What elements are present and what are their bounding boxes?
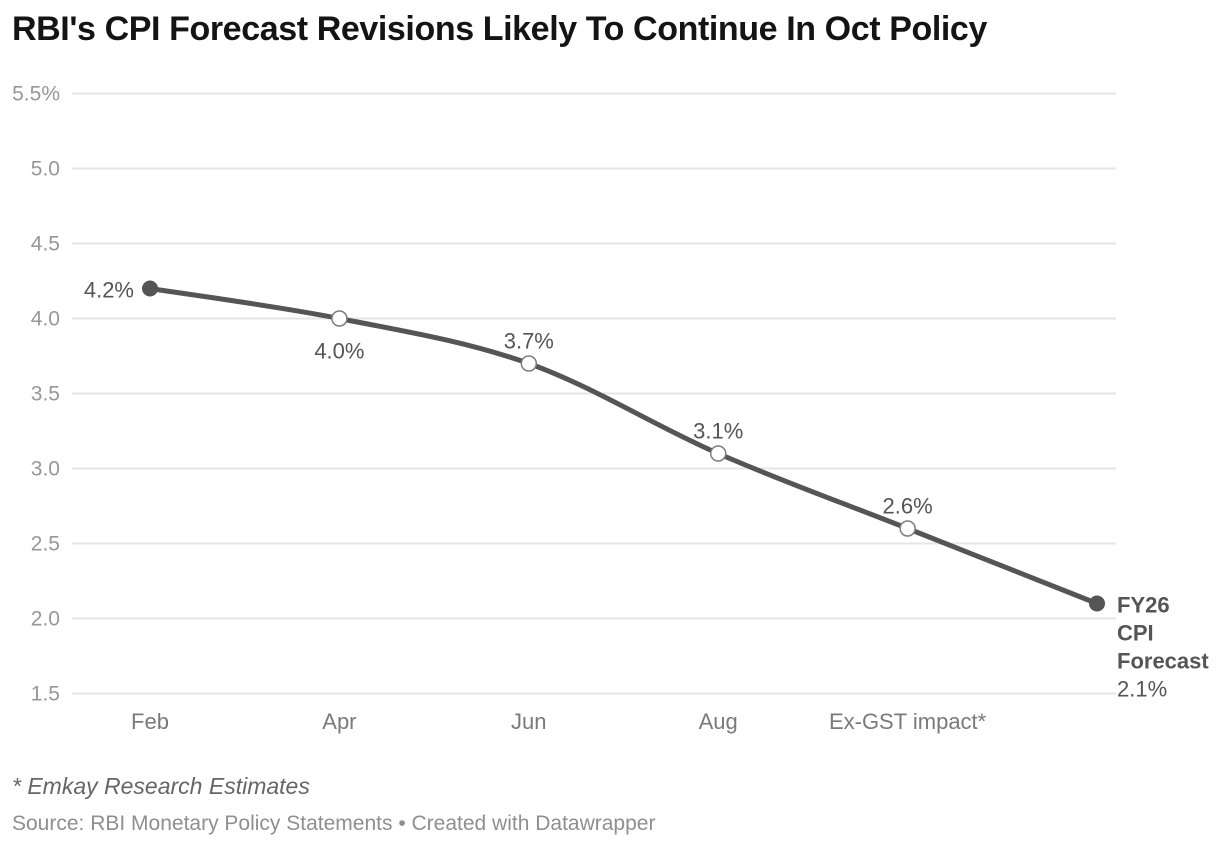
- x-axis-label: Feb: [131, 709, 169, 734]
- x-axis-label: Apr: [322, 709, 356, 734]
- y-axis-tick-label: 3.0: [31, 458, 60, 481]
- end-label-line: FY26: [1117, 593, 1170, 618]
- y-axis-tick-label: 3.5: [31, 383, 60, 406]
- data-point[interactable]: [709, 445, 727, 462]
- y-axis-tick-label: 2.5: [31, 533, 60, 556]
- x-axis-label: Ex-GST impact*: [829, 709, 987, 734]
- data-point-label: 4.2%: [84, 278, 134, 303]
- data-point[interactable]: [899, 520, 916, 537]
- end-label-line: 2.1%: [1117, 677, 1167, 702]
- end-label-line: Forecast: [1117, 649, 1209, 674]
- y-axis-tick-label: 4.0: [31, 308, 60, 331]
- y-axis-tick-label: 4.5: [31, 233, 60, 256]
- y-axis-tick-label: 2.0: [31, 608, 60, 631]
- data-point-label: 3.7%: [504, 329, 554, 354]
- data-point[interactable]: [142, 280, 158, 297]
- data-point[interactable]: [1089, 595, 1105, 612]
- data-point-label: 3.1%: [693, 419, 743, 444]
- data-point-label: 2.6%: [883, 494, 933, 519]
- y-axis-tick-label: 5.0: [31, 158, 60, 181]
- data-point[interactable]: [331, 310, 348, 327]
- y-axis-tick-label: 5.5%: [12, 83, 60, 106]
- data-point[interactable]: [520, 355, 538, 372]
- source-line: Source: RBI Monetary Policy Statements •…: [12, 812, 656, 835]
- data-point-label: 4.0%: [314, 339, 364, 364]
- end-label-line: CPI: [1117, 621, 1154, 646]
- chart-title: RBI's CPI Forecast Revisions Likely To C…: [12, 10, 987, 48]
- y-axis-tick-label: 1.5: [31, 683, 60, 706]
- series-line: [147, 286, 1100, 606]
- x-axis-label: Aug: [699, 709, 738, 734]
- end-label: FY26 CPI Forecast 2.1%: [1117, 593, 1209, 702]
- x-axis-label: Jun: [511, 709, 546, 734]
- footnote: * Emkay Research Estimates: [12, 773, 310, 799]
